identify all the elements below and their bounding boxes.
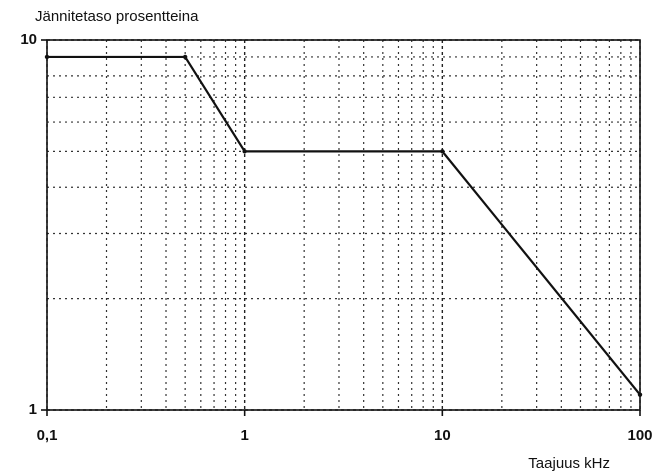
y-tick-label: 1 [29,401,37,418]
data-point [182,54,188,60]
x-tick-label: 1 [240,427,248,444]
y-tick-label: 10 [20,31,37,48]
x-tick-label: 0,1 [37,427,58,444]
plot-frame [46,39,641,411]
y-axis-label: Jännitetaso prosentteina [35,8,199,25]
x-axis-label: Taajuus kHz [528,455,610,472]
data-point [440,149,445,154]
data-point [44,54,50,60]
x-tick-label: 10 [434,427,451,444]
data-point [242,149,247,154]
data-point [637,392,643,397]
x-tick-label: 100 [627,427,652,444]
data-line [47,55,641,396]
